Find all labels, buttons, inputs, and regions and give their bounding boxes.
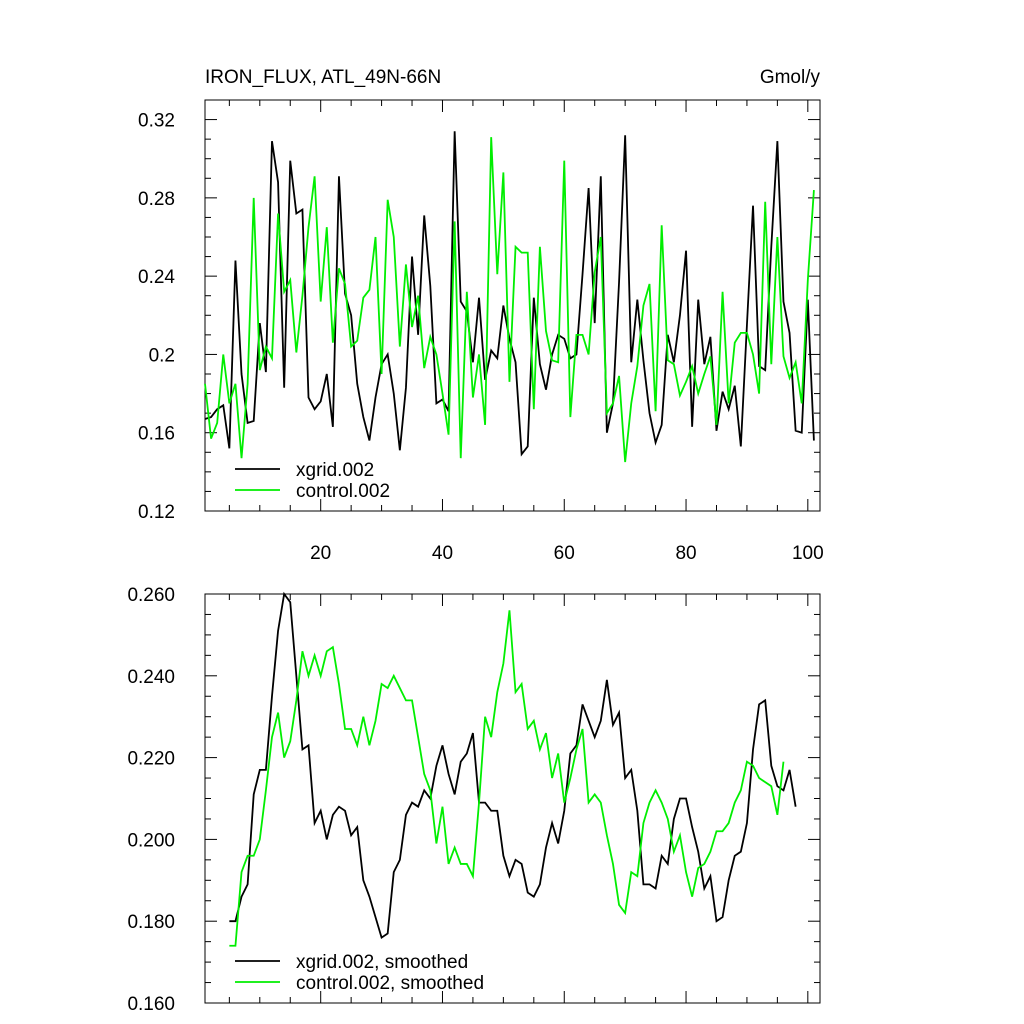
- legend-label: control.002, smoothed: [296, 973, 484, 994]
- y-tick-label: 0.24: [138, 267, 175, 288]
- y-tick-label: 0.2: [149, 345, 175, 366]
- y-tick-label: 0.28: [138, 189, 175, 210]
- legend-label: control.002: [296, 481, 390, 502]
- chart-title: IRON_FLUX, ATL_49N-66N: [205, 67, 441, 88]
- data-line: [204, 137, 815, 463]
- x-tick-label: 100: [792, 543, 824, 564]
- x-tick-label: 20: [310, 543, 331, 564]
- y-tick-label: 0.32: [138, 111, 175, 132]
- y-tick-label: 0.160: [127, 994, 175, 1015]
- data-line: [204, 131, 815, 457]
- x-tick-label: 60: [554, 543, 575, 564]
- x-tick-label: 40: [432, 543, 453, 564]
- plot-frame: [204, 593, 821, 1004]
- y-tick-label: 0.12: [138, 502, 175, 523]
- units-label: Gmol/y: [760, 67, 821, 88]
- x-tick-label: 80: [675, 543, 696, 564]
- y-tick-label: 0.200: [127, 830, 175, 851]
- y-tick-label: 0.16: [138, 424, 175, 445]
- y-tick-label: 0.260: [127, 585, 175, 606]
- y-tick-label: 0.240: [127, 667, 175, 688]
- y-tick-label: 0.220: [127, 749, 175, 770]
- legend-label: xgrid.002, smoothed: [296, 952, 468, 973]
- data-line: [229, 610, 785, 947]
- y-tick-label: 0.180: [127, 912, 175, 933]
- data-line: [229, 591, 797, 939]
- plot-frame: [204, 99, 821, 512]
- legend-label: xgrid.002: [296, 460, 374, 481]
